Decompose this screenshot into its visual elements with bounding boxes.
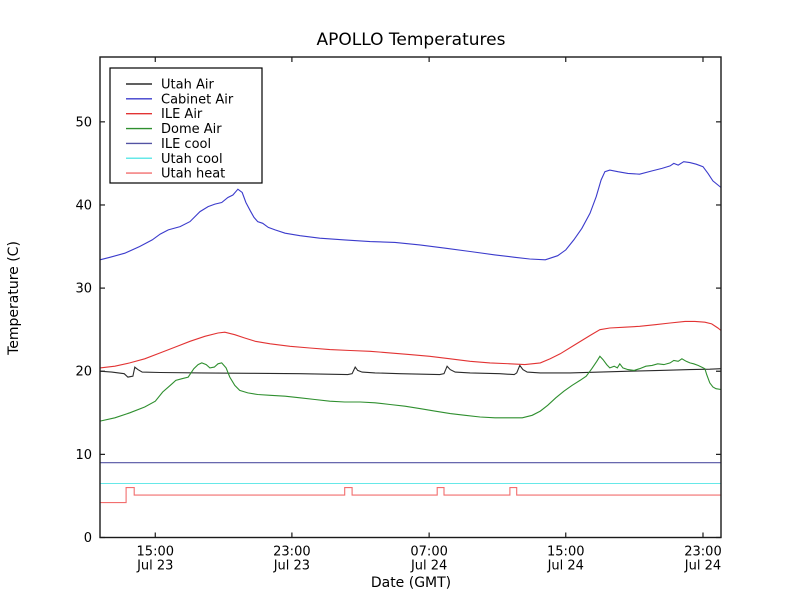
series-line-utah-heat bbox=[100, 487, 721, 504]
x-tick-date-label: Jul 23 bbox=[273, 559, 310, 574]
x-axis-label: Date (GMT) bbox=[370, 575, 452, 591]
series-line-dome-air bbox=[99, 355, 722, 422]
legend-label-ile-cool: ILE cool bbox=[161, 137, 211, 152]
legend-label-utah-heat: Utah heat bbox=[161, 167, 225, 182]
x-tick-time-label: 15:00 bbox=[547, 545, 584, 560]
y-tick-label: 50 bbox=[75, 115, 92, 130]
x-tick-time-label: 23:00 bbox=[273, 545, 310, 560]
legend-box bbox=[109, 67, 263, 184]
legend-label-ile-air: ILE Air bbox=[161, 107, 203, 122]
plot-border bbox=[99, 56, 722, 539]
y-tick-label: 10 bbox=[75, 448, 92, 463]
x-tick-date-label: Jul 24 bbox=[410, 559, 447, 574]
x-tick-time-label: 23:00 bbox=[684, 545, 721, 560]
x-tick-time-label: 15:00 bbox=[137, 545, 174, 560]
legend-label-cabinet-air: Cabinet Air bbox=[161, 92, 234, 107]
x-tick-date-label: Jul 24 bbox=[684, 559, 721, 574]
series-line-cabinet-air bbox=[99, 161, 722, 261]
series-line-ile-air bbox=[99, 320, 722, 369]
chart-title: APOLLO Temperatures bbox=[316, 30, 506, 50]
y-tick-label: 20 bbox=[75, 365, 92, 380]
x-tick-date-label: Jul 23 bbox=[136, 559, 173, 574]
legend-label-utah-cool: Utah cool bbox=[161, 152, 223, 167]
x-tick-date-label: Jul 24 bbox=[547, 559, 584, 574]
y-tick-label: 0 bbox=[84, 531, 92, 546]
y-tick-label: 40 bbox=[75, 198, 92, 213]
y-tick-label: 30 bbox=[75, 282, 92, 297]
series-line-utah-air bbox=[99, 364, 722, 378]
legend-label-dome-air: Dome Air bbox=[161, 122, 222, 137]
x-tick-time-label: 07:00 bbox=[410, 545, 447, 560]
legend-label-utah-air: Utah Air bbox=[161, 78, 214, 93]
